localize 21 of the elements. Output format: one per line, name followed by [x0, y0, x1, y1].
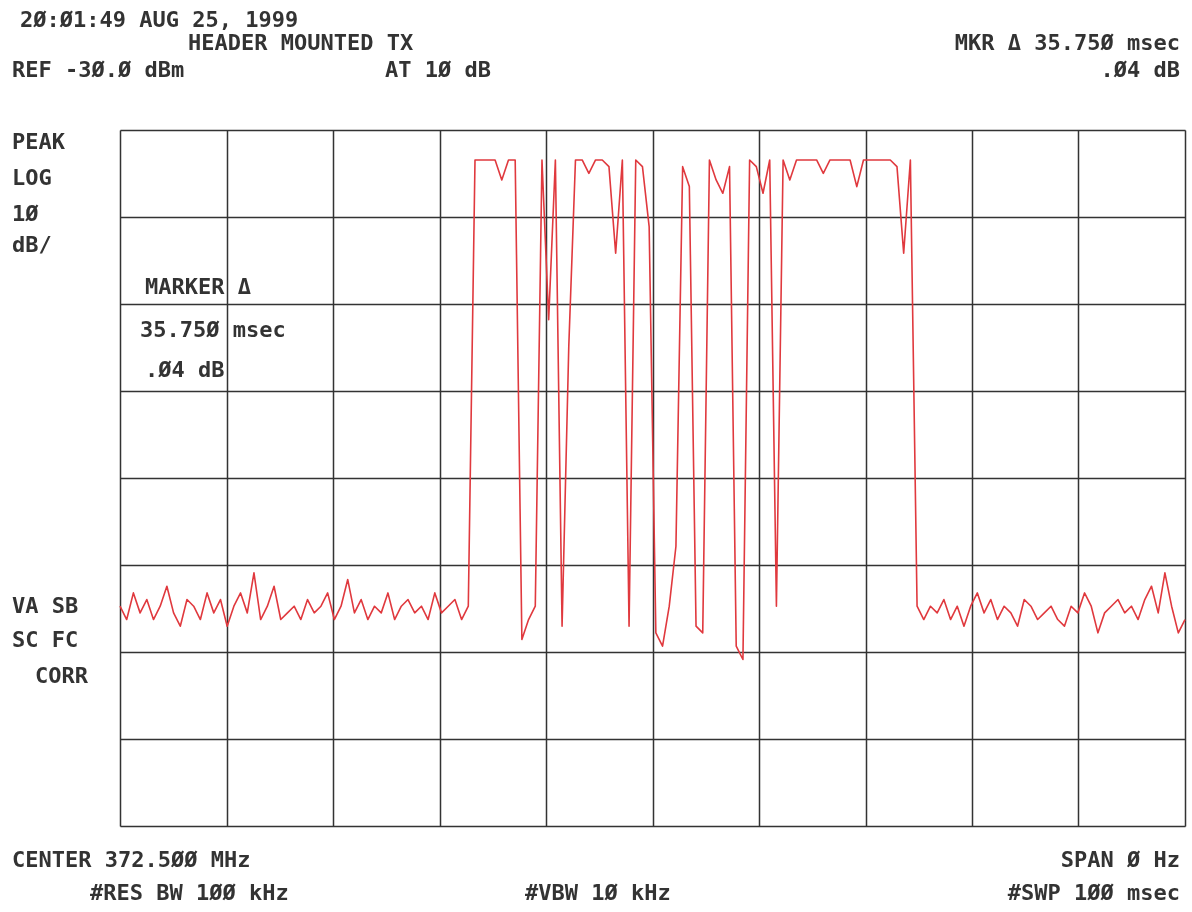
- chart-title: HEADER MOUNTED TX: [188, 30, 414, 55]
- text: SPAN Ø Hz: [1060, 847, 1180, 872]
- text: PEAK: [12, 129, 66, 154]
- text: .Ø4 dB: [1100, 57, 1180, 82]
- text: 2Ø:Ø1:49 AUG 25, 1999: [20, 7, 299, 32]
- text: CORR: [35, 663, 89, 688]
- text: LOG: [12, 165, 52, 190]
- text: #SWP 1ØØ msec: [1007, 880, 1180, 905]
- annotation: MARKER Δ: [145, 274, 251, 299]
- text: REF -3Ø.Ø dBm: [12, 57, 185, 82]
- text: 1Ø: [12, 201, 40, 226]
- text: VA SB: [12, 593, 79, 618]
- annotation: 35.75Ø msec: [140, 317, 286, 342]
- text: SC FC: [12, 627, 79, 652]
- text: dB/: [12, 232, 52, 257]
- annotation: .Ø4 dB: [145, 357, 225, 382]
- text: AT 1Ø dB: [385, 57, 491, 82]
- text: #RES BW 1ØØ kHz: [90, 880, 289, 905]
- text: CENTER 372.5ØØ MHz: [12, 847, 251, 872]
- text: MKR Δ 35.75Ø msec: [954, 30, 1180, 55]
- text: #VBW 1Ø kHz: [525, 880, 671, 905]
